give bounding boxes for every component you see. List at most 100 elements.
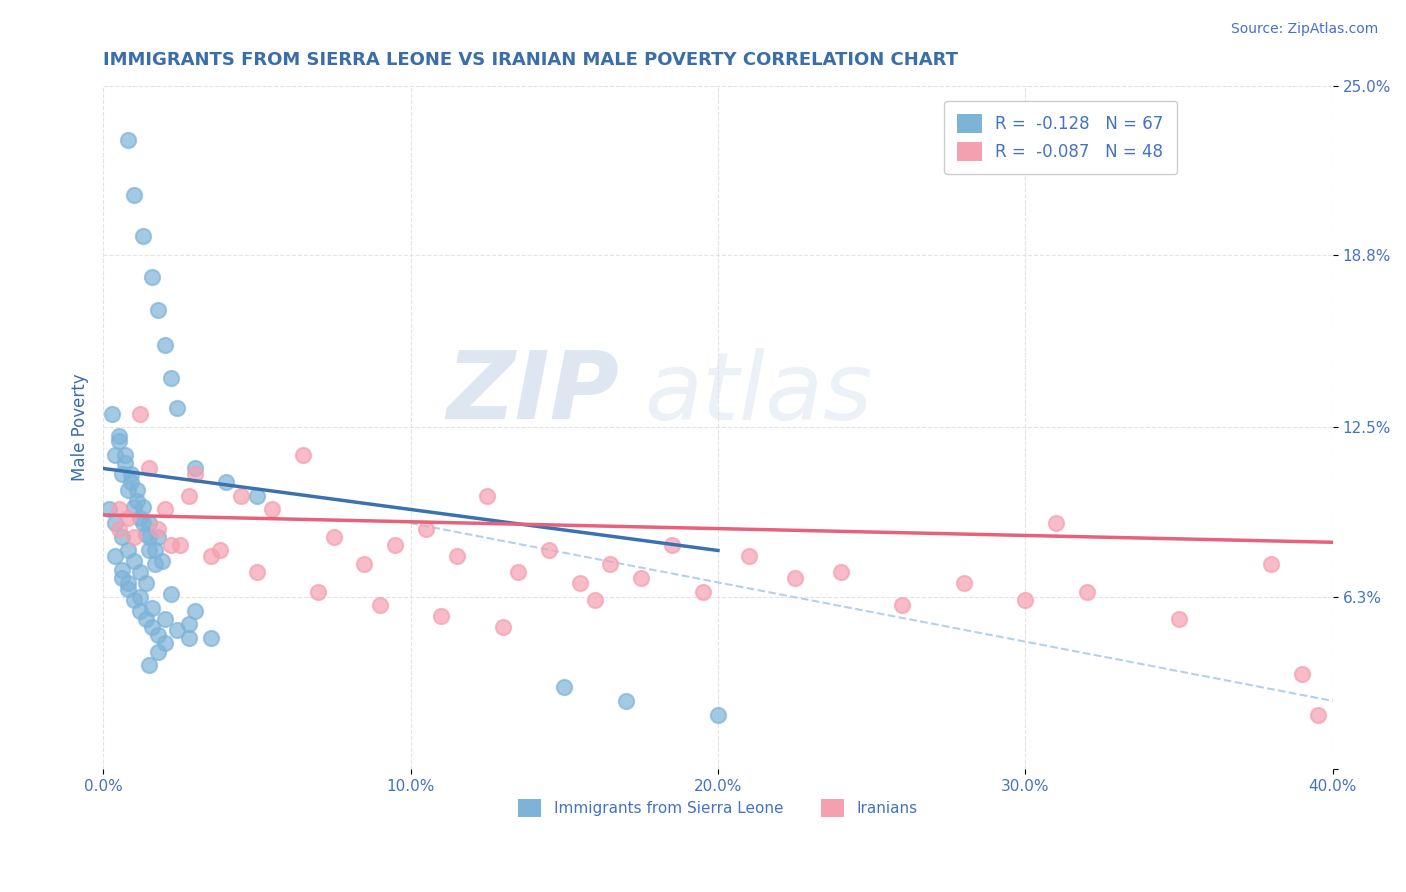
Point	[1014, 592, 1036, 607]
Point	[114, 448, 136, 462]
Point	[291, 448, 314, 462]
Legend: Immigrants from Sierra Leone, Iranians: Immigrants from Sierra Leone, Iranians	[512, 793, 924, 823]
Point	[98, 502, 121, 516]
Point	[145, 543, 167, 558]
Point	[141, 601, 163, 615]
Point	[166, 401, 188, 416]
Point	[384, 538, 406, 552]
Text: atlas: atlas	[644, 348, 873, 439]
Point	[141, 270, 163, 285]
Point	[707, 707, 730, 722]
Point	[101, 407, 124, 421]
Point	[630, 571, 652, 585]
Point	[208, 543, 231, 558]
Point	[129, 590, 152, 604]
Point	[148, 645, 170, 659]
Point	[553, 680, 575, 694]
Point	[1076, 584, 1098, 599]
Y-axis label: Male Poverty: Male Poverty	[72, 374, 89, 481]
Point	[492, 620, 515, 634]
Point	[138, 461, 160, 475]
Point	[322, 530, 344, 544]
Point	[614, 694, 637, 708]
Point	[135, 527, 157, 541]
Point	[159, 371, 181, 385]
Point	[830, 566, 852, 580]
Point	[117, 543, 139, 558]
Point	[246, 566, 269, 580]
Point	[166, 623, 188, 637]
Point	[1168, 612, 1191, 626]
Point	[110, 563, 132, 577]
Point	[120, 475, 142, 489]
Point	[159, 538, 181, 552]
Point	[132, 229, 155, 244]
Point	[891, 598, 914, 612]
Text: Source: ZipAtlas.com: Source: ZipAtlas.com	[1230, 22, 1378, 37]
Point	[537, 543, 560, 558]
Point	[135, 612, 157, 626]
Point	[135, 576, 157, 591]
Point	[692, 584, 714, 599]
Point	[117, 483, 139, 498]
Point	[138, 658, 160, 673]
Point	[110, 530, 132, 544]
Point	[138, 516, 160, 530]
Point	[122, 188, 145, 202]
Point	[110, 571, 132, 585]
Point	[215, 475, 238, 489]
Point	[125, 494, 148, 508]
Point	[122, 554, 145, 568]
Point	[129, 566, 152, 580]
Point	[184, 604, 207, 618]
Point	[110, 467, 132, 481]
Point	[179, 617, 201, 632]
Point	[104, 516, 127, 530]
Point	[117, 133, 139, 147]
Point	[148, 302, 170, 317]
Point	[368, 598, 391, 612]
Point	[262, 502, 284, 516]
Point	[446, 549, 468, 563]
Point	[1306, 707, 1329, 722]
Point	[184, 467, 207, 481]
Point	[184, 461, 207, 475]
Point	[145, 557, 167, 571]
Point	[738, 549, 761, 563]
Point	[141, 620, 163, 634]
Point	[122, 500, 145, 514]
Point	[104, 448, 127, 462]
Point	[307, 584, 329, 599]
Text: IMMIGRANTS FROM SIERRA LEONE VS IRANIAN MALE POVERTY CORRELATION CHART: IMMIGRANTS FROM SIERRA LEONE VS IRANIAN …	[103, 51, 957, 69]
Point	[129, 407, 152, 421]
Point	[132, 516, 155, 530]
Point	[138, 543, 160, 558]
Point	[508, 566, 530, 580]
Point	[353, 557, 375, 571]
Point	[953, 576, 976, 591]
Point	[114, 456, 136, 470]
Point	[179, 631, 201, 645]
Point	[415, 522, 437, 536]
Point	[107, 434, 129, 448]
Point	[150, 554, 173, 568]
Point	[783, 571, 806, 585]
Point	[246, 489, 269, 503]
Point	[661, 538, 683, 552]
Point	[1260, 557, 1282, 571]
Point	[104, 549, 127, 563]
Text: ZIP: ZIP	[447, 347, 620, 439]
Point	[132, 500, 155, 514]
Point	[122, 592, 145, 607]
Point	[148, 530, 170, 544]
Point	[430, 609, 453, 624]
Point	[153, 612, 176, 626]
Point	[125, 483, 148, 498]
Point	[179, 489, 201, 503]
Point	[129, 604, 152, 618]
Point	[599, 557, 621, 571]
Point	[1291, 666, 1313, 681]
Point	[129, 510, 152, 524]
Point	[200, 549, 222, 563]
Point	[117, 582, 139, 596]
